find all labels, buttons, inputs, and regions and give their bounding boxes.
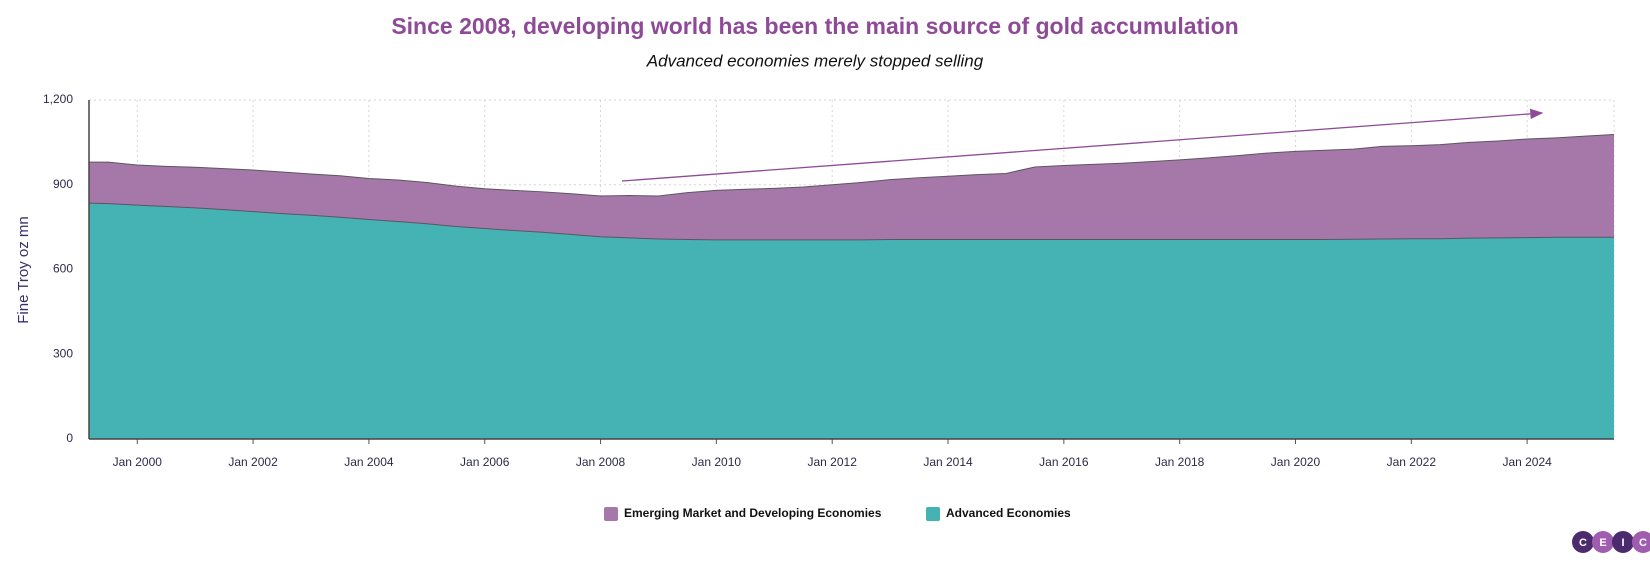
area-edge xyxy=(88,202,1614,241)
x-tick-label: Jan 2024 xyxy=(1502,455,1552,469)
y-axis-label: Fine Troy oz mn xyxy=(15,216,32,324)
legend-swatch xyxy=(604,507,618,521)
x-tick-label: Jan 2008 xyxy=(576,455,626,469)
area xyxy=(89,134,1614,240)
area xyxy=(89,203,1614,439)
logo-circle xyxy=(1632,531,1650,553)
x-tick-label: Jan 2000 xyxy=(113,455,163,469)
y-tick-label: 1,200 xyxy=(43,92,73,106)
logo-circle xyxy=(1572,531,1594,553)
logo-letter: I xyxy=(1621,537,1624,549)
x-tick-label: Jan 2004 xyxy=(344,455,394,469)
x-tick-label: Jan 2018 xyxy=(1155,455,1205,469)
legend-swatch xyxy=(926,507,940,521)
x-tick-label: Jan 2012 xyxy=(808,455,858,469)
legend-label: Emerging Market and Developing Economies xyxy=(624,506,882,520)
x-tick-label: Jan 2020 xyxy=(1271,455,1321,469)
logo-circle xyxy=(1612,531,1634,553)
x-tick-label: Jan 2010 xyxy=(692,455,742,469)
logo-letter: C xyxy=(1639,537,1647,549)
x-tick-label: Jan 2014 xyxy=(923,455,973,469)
y-tick-label: 600 xyxy=(53,262,73,276)
chart-subtitle: Advanced economies merely stopped sellin… xyxy=(646,51,984,70)
logo-letter: C xyxy=(1579,537,1587,549)
y-tick-label: 0 xyxy=(66,431,73,445)
trend-arrow xyxy=(621,108,1544,182)
y-tick-label: 300 xyxy=(53,346,73,360)
logo-letter: E xyxy=(1599,537,1606,549)
area-edge xyxy=(89,133,1615,197)
y-tick-label: 900 xyxy=(53,177,73,191)
plot-area xyxy=(88,99,1615,440)
x-tick-label: Jan 2016 xyxy=(1039,455,1089,469)
x-tick-label: Jan 2002 xyxy=(228,455,278,469)
x-tick-label: Jan 2006 xyxy=(460,455,510,469)
legend-label: Advanced Economies xyxy=(946,506,1071,520)
logo-circle xyxy=(1592,531,1614,553)
chart-title: Since 2008, developing world has been th… xyxy=(391,13,1238,39)
x-tick-label: Jan 2022 xyxy=(1387,455,1437,469)
